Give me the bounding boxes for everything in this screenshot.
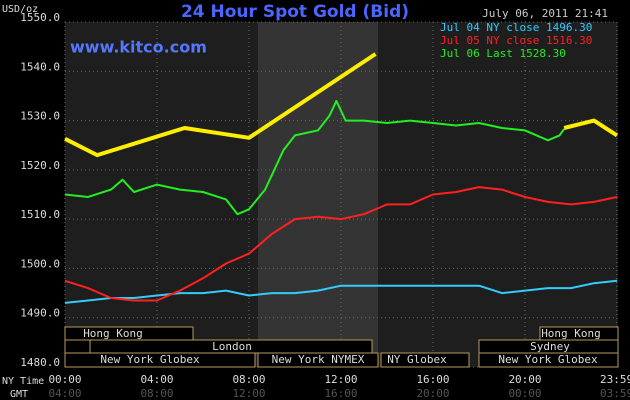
y-tick-label: 1540.0: [20, 60, 60, 73]
lines: [64, 52, 619, 304]
gmt-tick-label: 12:00: [232, 387, 265, 400]
price-line: [64, 99, 565, 216]
legend-entry: Jul 04 NY close 1496.30: [440, 21, 592, 34]
session-bar: [257, 352, 379, 368]
gmt-tick-label: 03:59: [600, 387, 630, 400]
x-row-label: GMT: [10, 389, 28, 400]
legend-entry: Jul 05 NY close 1516.30: [440, 34, 592, 47]
session-bar: [64, 352, 256, 368]
gmt-tick-label: 08:00: [140, 387, 173, 400]
y-tick-label: 1530.0: [20, 110, 60, 123]
session-bar: [380, 352, 470, 368]
y-tick-label: 1510.0: [20, 208, 60, 221]
x-row-label: NY Time: [2, 376, 44, 387]
session-label: New York Globex: [498, 353, 598, 366]
y-tick-label: 1500.0: [20, 257, 60, 270]
gmt-tick-label: 00:00: [508, 387, 541, 400]
y-tick-label: 1520.0: [20, 159, 60, 172]
price-line: [64, 279, 618, 304]
chart-title: 24 Hour Spot Gold (Bid): [181, 2, 409, 22]
price-line: [64, 186, 618, 302]
y-tick-label: 1550.0: [20, 11, 60, 24]
gmt-tick-label: 16:00: [324, 387, 357, 400]
sessions: Hong Kong London New York Globex New Yor…: [64, 326, 619, 368]
gmt-tick-label: 04:00: [48, 387, 81, 400]
session-bar: [64, 339, 91, 354]
session-label: New York Globex: [100, 353, 200, 366]
session-label: Hong Kong: [541, 327, 601, 340]
gmt-tick-label: 20:00: [416, 387, 449, 400]
y-tick-label: 1490.0: [20, 307, 60, 320]
site-label: www.kitco.com: [70, 38, 207, 57]
grid: [64, 21, 618, 368]
session-bar: [539, 326, 619, 341]
x-tick-label: 04:00: [140, 373, 173, 386]
session-bar: [478, 352, 619, 368]
trend-line: [64, 52, 619, 158]
session-label: New York NYMEX: [272, 353, 365, 366]
session-label: London: [212, 340, 252, 353]
x-tick-label: 16:00: [416, 373, 449, 386]
x-tick-label: 23:59: [600, 373, 630, 386]
y-unit: USD/oz: [2, 4, 38, 15]
nymex-session-band: [258, 22, 378, 367]
x-tick-label: 20:00: [508, 373, 541, 386]
session-label: NY Globex: [387, 353, 447, 366]
timestamp: July 06, 2011 21:41: [482, 7, 608, 20]
x-tick-label: 00:00: [48, 373, 81, 386]
x-tick-label: 12:00: [324, 373, 357, 386]
session-label: Sydney: [530, 340, 570, 353]
legend-entry: Jul 06 Last 1528.30: [440, 47, 566, 60]
session-label: Hong Kong: [83, 327, 143, 340]
x-tick-label: 08:00: [232, 373, 265, 386]
y-tick-label: 1480.0: [20, 356, 60, 369]
